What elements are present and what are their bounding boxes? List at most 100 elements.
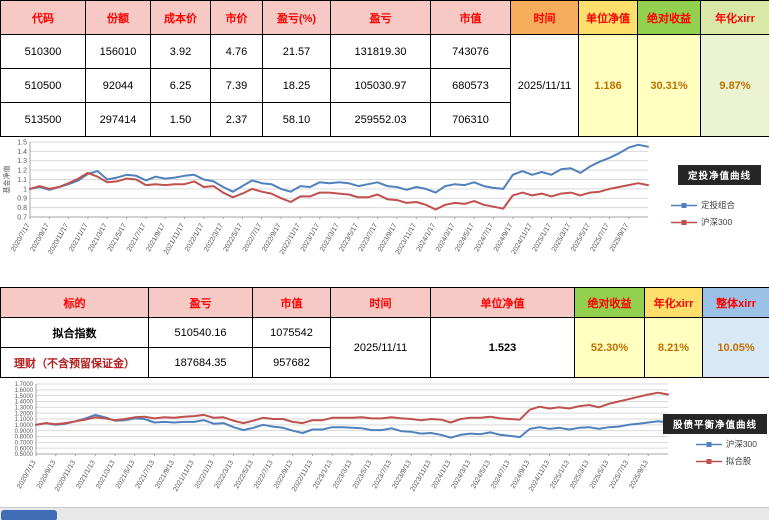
holdings-cell-r2-c3[interactable]: 2.37 — [210, 102, 263, 137]
holdings-abs-return-cell[interactable]: 30.31% — [637, 34, 701, 137]
svg-text:1.7000: 1.7000 — [15, 382, 34, 388]
summary-unit-nav-cell[interactable]: 1.523 — [430, 317, 575, 378]
svg-text:0.7: 0.7 — [17, 214, 27, 221]
svg-text:2022/5/13: 2022/5/13 — [233, 459, 255, 490]
svg-text:0.8: 0.8 — [17, 205, 27, 212]
summary-abs-return-cell[interactable]: 52.30% — [574, 317, 645, 378]
svg-text:2023/3/13: 2023/3/13 — [332, 459, 354, 490]
svg-text:2022/9/17: 2022/9/17 — [261, 222, 283, 253]
svg-text:2023/7/13: 2023/7/13 — [372, 459, 394, 490]
svg-text:2021/7/13: 2021/7/13 — [135, 459, 157, 490]
holdings-cell-r1-c1[interactable]: 92044 — [85, 68, 151, 103]
summary-cell-r1-c1[interactable]: 187684.35 — [148, 347, 253, 378]
holdings-cell-r0-c4[interactable]: 21.57 — [262, 34, 331, 69]
summary-header-6[interactable]: 年化xirr — [644, 287, 703, 318]
svg-text:2021/11/13: 2021/11/13 — [172, 459, 195, 492]
summary-overall-xirr-cell[interactable]: 10.05% — [702, 317, 769, 378]
holdings-cell-r2-c4[interactable]: 58.10 — [262, 102, 331, 137]
holdings-cell-r1-c2[interactable]: 6.25 — [150, 68, 211, 103]
svg-text:2020/11/17: 2020/11/17 — [47, 222, 70, 255]
svg-text:2021/11/17: 2021/11/17 — [163, 222, 186, 255]
legend-item-拟合股[interactable]: 拟合股 — [695, 455, 757, 467]
holdings-cell-r1-c5[interactable]: 105030.97 — [330, 68, 431, 103]
holdings-cell-r2-c2[interactable]: 1.50 — [150, 102, 211, 137]
summary-cell-r1-c0[interactable]: 理财（不含预留保证金） — [0, 347, 149, 378]
legend-item-定投组合[interactable]: 定投组合 — [670, 199, 735, 211]
summary-header-3[interactable]: 时间 — [330, 287, 431, 318]
svg-text:2025/9/13: 2025/9/13 — [628, 459, 650, 490]
holdings-header-6[interactable]: 市值 — [430, 0, 511, 35]
holdings-cell-r0-c5[interactable]: 131819.30 — [330, 34, 431, 69]
svg-text:2024/3/13: 2024/3/13 — [451, 459, 473, 490]
holdings-header-5[interactable]: 盈亏 — [330, 0, 431, 35]
holdings-header-9[interactable]: 绝对收益 — [637, 0, 701, 35]
balanced-nav-chart[interactable]: 1.7000 1.6000 1.5000 1.4000 1.3000 1.2000 1.10… — [0, 380, 769, 507]
summary-header-1[interactable]: 盈亏 — [148, 287, 253, 318]
holdings-cell-r1-c4[interactable]: 18.25 — [262, 68, 331, 103]
holdings-unit-nav-cell[interactable]: 1.186 — [578, 34, 638, 137]
holdings-cell-r2-c6[interactable]: 706310 — [430, 102, 511, 137]
balanced-nav-chart-legend: 沪深300 拟合股 — [695, 438, 757, 467]
holdings-cell-r1-c3[interactable]: 7.39 — [210, 68, 263, 103]
holdings-cell-r2-c0[interactable]: 513500 — [0, 102, 86, 137]
holdings-header-0[interactable]: 代码 — [0, 0, 86, 35]
summary-header-2[interactable]: 市值 — [252, 287, 331, 318]
holdings-header-8[interactable]: 单位净值 — [578, 0, 638, 35]
svg-text:2023/1/17: 2023/1/17 — [300, 222, 322, 253]
svg-text:2024/1/17: 2024/1/17 — [416, 222, 438, 253]
summary-header-0[interactable]: 标的 — [0, 287, 149, 318]
svg-text:1.5000: 1.5000 — [15, 394, 34, 400]
svg-text:2023/1/13: 2023/1/13 — [312, 459, 334, 490]
holdings-time-cell[interactable]: 2025/11/11 — [510, 34, 579, 137]
holdings-xirr-cell[interactable]: 9.87% — [700, 34, 769, 137]
summary-cell-r0-c2[interactable]: 1075542 — [252, 317, 331, 348]
holdings-header-2[interactable]: 成本价 — [150, 0, 211, 35]
summary-header-7[interactable]: 整体xirr — [702, 287, 769, 318]
svg-text:2025/3/13: 2025/3/13 — [569, 459, 591, 490]
holdings-cell-r0-c3[interactable]: 4.76 — [210, 34, 263, 69]
summary-cell-r1-c2[interactable]: 957682 — [252, 347, 331, 378]
svg-text:2025/1/17: 2025/1/17 — [532, 222, 554, 253]
svg-text:1.1000: 1.1000 — [15, 417, 34, 423]
dca-nav-chart-title: 定投净值曲线 — [677, 165, 761, 185]
holdings-cell-r2-c1[interactable]: 297414 — [85, 102, 151, 137]
svg-text:2024/5/13: 2024/5/13 — [470, 459, 492, 490]
holdings-cell-r1-c0[interactable]: 510500 — [0, 68, 86, 103]
holdings-cell-r0-c1[interactable]: 156010 — [85, 34, 151, 69]
holdings-cell-r0-c0[interactable]: 510300 — [0, 34, 86, 69]
holdings-header-10[interactable]: 年化xirr — [700, 0, 769, 35]
legend-item-沪深300[interactable]: 沪深300 — [695, 438, 757, 450]
summary-xirr-cell[interactable]: 8.21% — [644, 317, 703, 378]
holdings-header-7[interactable]: 时间 — [510, 0, 579, 35]
legend-line-marker-icon — [670, 219, 697, 225]
summary-cell-r0-c1[interactable]: 510540.16 — [148, 317, 253, 348]
svg-text:2022/11/17: 2022/11/17 — [279, 222, 302, 255]
summary-time-cell[interactable]: 2025/11/11 — [330, 317, 431, 378]
summary-header-5[interactable]: 绝对收益 — [574, 287, 645, 318]
legend-item-沪深300[interactable]: 沪深300 — [670, 216, 735, 228]
summary-cell-r0-c0[interactable]: 拟合指数 — [0, 317, 149, 348]
balanced-nav-chart-canvas: 1.70001.60001.50001.40001.30001.20001.10… — [15, 382, 669, 493]
scrollbar-thumb[interactable] — [1, 509, 57, 520]
svg-text:2024/9/17: 2024/9/17 — [493, 222, 515, 253]
summary-header-4[interactable]: 单位净值 — [430, 287, 575, 318]
holdings-cell-r0-c2[interactable]: 3.92 — [150, 34, 211, 69]
horizontal-scrollbar[interactable] — [0, 507, 769, 520]
svg-text:2024/11/13: 2024/11/13 — [528, 459, 551, 492]
holdings-cell-r1-c6[interactable]: 680573 — [430, 68, 511, 103]
holdings-cell-r2-c5[interactable]: 259552.03 — [330, 102, 431, 137]
svg-text:0.5000: 0.5000 — [15, 452, 34, 458]
holdings-header-4[interactable]: 盈亏(%) — [262, 0, 331, 35]
svg-text:2025/9/17: 2025/9/17 — [609, 222, 631, 253]
holdings-header-3[interactable]: 市价 — [210, 0, 263, 35]
holdings-cell-r0-c6[interactable]: 743076 — [430, 34, 511, 69]
svg-text:2024/5/17: 2024/5/17 — [454, 222, 476, 253]
svg-text:2024/9/13: 2024/9/13 — [510, 459, 532, 490]
svg-text:2022/3/13: 2022/3/13 — [214, 459, 236, 490]
svg-text:基金净值: 基金净值 — [2, 166, 11, 194]
dca-nav-chart[interactable]: 1.5 1.4 1.3 1.2 1.1 1 0.9 0.8 0.7 2020/7/17 2020/9… — [0, 137, 769, 279]
svg-text:2020/7/17: 2020/7/17 — [10, 222, 32, 253]
dca-nav-chart-legend: 定投组合沪深300 — [670, 199, 735, 228]
holdings-header-1[interactable]: 份额 — [85, 0, 151, 35]
svg-text:2021/1/17: 2021/1/17 — [68, 222, 90, 253]
